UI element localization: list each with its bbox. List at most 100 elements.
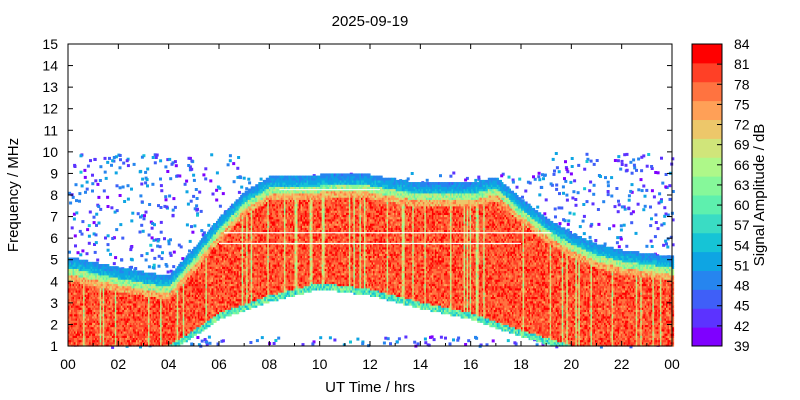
- heat-cell: [99, 320, 102, 323]
- heat-cell: [105, 292, 108, 295]
- heat-cell: [87, 337, 90, 341]
- heat-cell: [113, 281, 116, 285]
- heat-cell: [72, 270, 75, 274]
- heat-cell: [102, 285, 105, 289]
- noise-cell: [236, 175, 240, 179]
- heat-cell: [101, 324, 104, 328]
- heat-cell: [84, 322, 87, 326]
- heat-cell: [71, 328, 74, 332]
- noise-cell: [564, 160, 567, 164]
- heat-cell: [84, 268, 87, 272]
- noise-cell: [144, 181, 148, 185]
- heat-cell: [96, 324, 99, 328]
- heat-cell: [93, 272, 96, 276]
- noise-cell: [111, 159, 115, 163]
- noise-cell: [248, 181, 252, 185]
- noise-cell: [187, 156, 191, 160]
- noise-cell: [465, 176, 469, 180]
- noise-cell: [140, 155, 144, 159]
- heat-cell: [77, 311, 80, 315]
- noise-cell: [528, 181, 532, 185]
- heat-cell: [98, 328, 101, 332]
- heat-cell: [87, 285, 90, 289]
- chart-title: 2025-09-19: [332, 13, 409, 30]
- heat-cell: [72, 264, 75, 267]
- heat-cell: [108, 320, 111, 323]
- heat-cell: [86, 317, 89, 321]
- heat-cell: [74, 300, 77, 304]
- heat-cell: [99, 343, 102, 347]
- noise-cell: [108, 156, 111, 160]
- heat-cell: [69, 287, 72, 291]
- noise-cell: [163, 204, 167, 208]
- heat-cell: [86, 335, 89, 338]
- heat-cell: [95, 272, 98, 276]
- heat-cell: [69, 281, 72, 285]
- heat-cell: [84, 302, 87, 306]
- heat-cell: [69, 279, 72, 282]
- heat-cell: [108, 335, 111, 338]
- heat-cell: [98, 335, 101, 338]
- heat-cell: [95, 313, 98, 317]
- heat-cell: [90, 279, 93, 282]
- heat-cell: [77, 281, 80, 285]
- heat-cell: [102, 300, 105, 304]
- noise-cell: [590, 222, 594, 226]
- heat-cell: [72, 330, 75, 334]
- heat-cell: [72, 283, 75, 287]
- heat-cell: [89, 292, 92, 295]
- heat-cell: [78, 302, 81, 306]
- noise-cell: [110, 163, 113, 167]
- heat-cell: [89, 333, 92, 336]
- heat-cell: [101, 333, 104, 336]
- noise-cell: [232, 162, 236, 166]
- heat-cell: [81, 322, 84, 326]
- heat-cell: [80, 287, 83, 291]
- noise-cell: [521, 195, 524, 199]
- heat-cell: [105, 283, 108, 287]
- noise-cell: [622, 223, 626, 227]
- heat-cell: [93, 324, 96, 328]
- heat-cell: [68, 320, 71, 323]
- noise-cell: [591, 202, 595, 206]
- heat-cell: [90, 333, 93, 336]
- heat-cell: [72, 315, 75, 319]
- heat-cell: [90, 328, 93, 332]
- heat-cell: [111, 333, 114, 336]
- noise-cell: [513, 341, 517, 345]
- heat-cell: [111, 289, 114, 293]
- heat-cell: [68, 337, 71, 341]
- heat-cell: [80, 311, 83, 315]
- heat-cell: [75, 322, 78, 326]
- noise-cell: [664, 185, 668, 189]
- noise-cell: [139, 215, 142, 219]
- heat-cell: [107, 294, 110, 297]
- heat-cell: [92, 292, 95, 295]
- heat-cell: [98, 268, 101, 272]
- heat-cell: [71, 259, 74, 263]
- heat-cell: [83, 268, 86, 272]
- noise-cell: [615, 187, 619, 190]
- heat-cell: [92, 289, 95, 293]
- noise-cell: [645, 188, 649, 192]
- heat-cell: [96, 317, 99, 321]
- heat-cell: [105, 298, 108, 302]
- heat-cell: [87, 305, 90, 308]
- heat-cell: [111, 285, 114, 289]
- heat-cell: [96, 294, 99, 297]
- heat-cell: [107, 326, 110, 330]
- heat-cell: [68, 341, 71, 345]
- heat-cell: [80, 333, 83, 336]
- heat-cell: [90, 326, 93, 330]
- noise-cell: [650, 167, 654, 170]
- noise-cell: [301, 343, 305, 347]
- heat-cell: [68, 257, 71, 261]
- heat-cell: [71, 333, 74, 336]
- heat-cell: [83, 339, 86, 343]
- heat-cell: [104, 317, 107, 321]
- noise-cell: [565, 193, 569, 197]
- heat-cell: [93, 305, 96, 308]
- heat-cell: [86, 333, 89, 336]
- heat-cell: [92, 270, 95, 274]
- heat-cell: [83, 283, 86, 287]
